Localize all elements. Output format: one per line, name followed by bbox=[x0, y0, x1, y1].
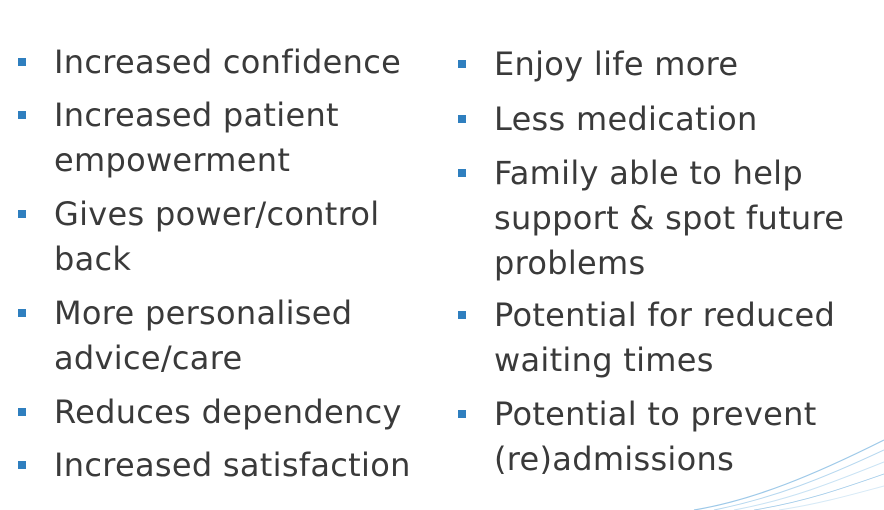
list-item-text: Increased satisfaction bbox=[54, 446, 411, 484]
square-bullet-icon bbox=[458, 169, 466, 177]
list-item-text: Reduces dependency bbox=[54, 393, 402, 431]
wave-lines-decoration-icon bbox=[693, 439, 884, 510]
list-item-text: Enjoy life more bbox=[494, 45, 739, 83]
square-bullet-icon bbox=[18, 309, 26, 317]
list-item-text: Increased confidence bbox=[54, 43, 402, 81]
list-item-text: problems bbox=[494, 244, 646, 282]
square-bullet-icon bbox=[458, 410, 466, 418]
square-bullet-icon bbox=[18, 461, 26, 469]
square-bullet-icon bbox=[18, 58, 26, 66]
list-item-text: Potential to prevent bbox=[494, 395, 817, 433]
list-item-text: More personalised bbox=[54, 294, 353, 332]
square-bullet-icon bbox=[458, 311, 466, 319]
square-bullet-icon bbox=[458, 60, 466, 68]
list-item-text: Family able to help bbox=[494, 154, 803, 192]
square-bullet-icon bbox=[18, 408, 26, 416]
list-item-text: Less medication bbox=[494, 100, 758, 138]
square-bullet-icon bbox=[458, 115, 466, 123]
list-item-text: empowerment bbox=[54, 141, 291, 179]
square-bullet-icon bbox=[18, 210, 26, 218]
list-item-text: support & spot future bbox=[494, 199, 845, 237]
list-item-text: Increased patient bbox=[54, 96, 339, 134]
list-item-text: waiting times bbox=[494, 341, 714, 379]
list-item-text: Gives power/control bbox=[54, 195, 380, 233]
list-item-text: Potential for reduced bbox=[494, 296, 836, 334]
list-item-text: back bbox=[54, 240, 132, 278]
square-bullet-icon bbox=[18, 111, 26, 119]
list-item-text: (re)admissions bbox=[494, 440, 735, 478]
list-item-text: advice/care bbox=[54, 339, 243, 377]
